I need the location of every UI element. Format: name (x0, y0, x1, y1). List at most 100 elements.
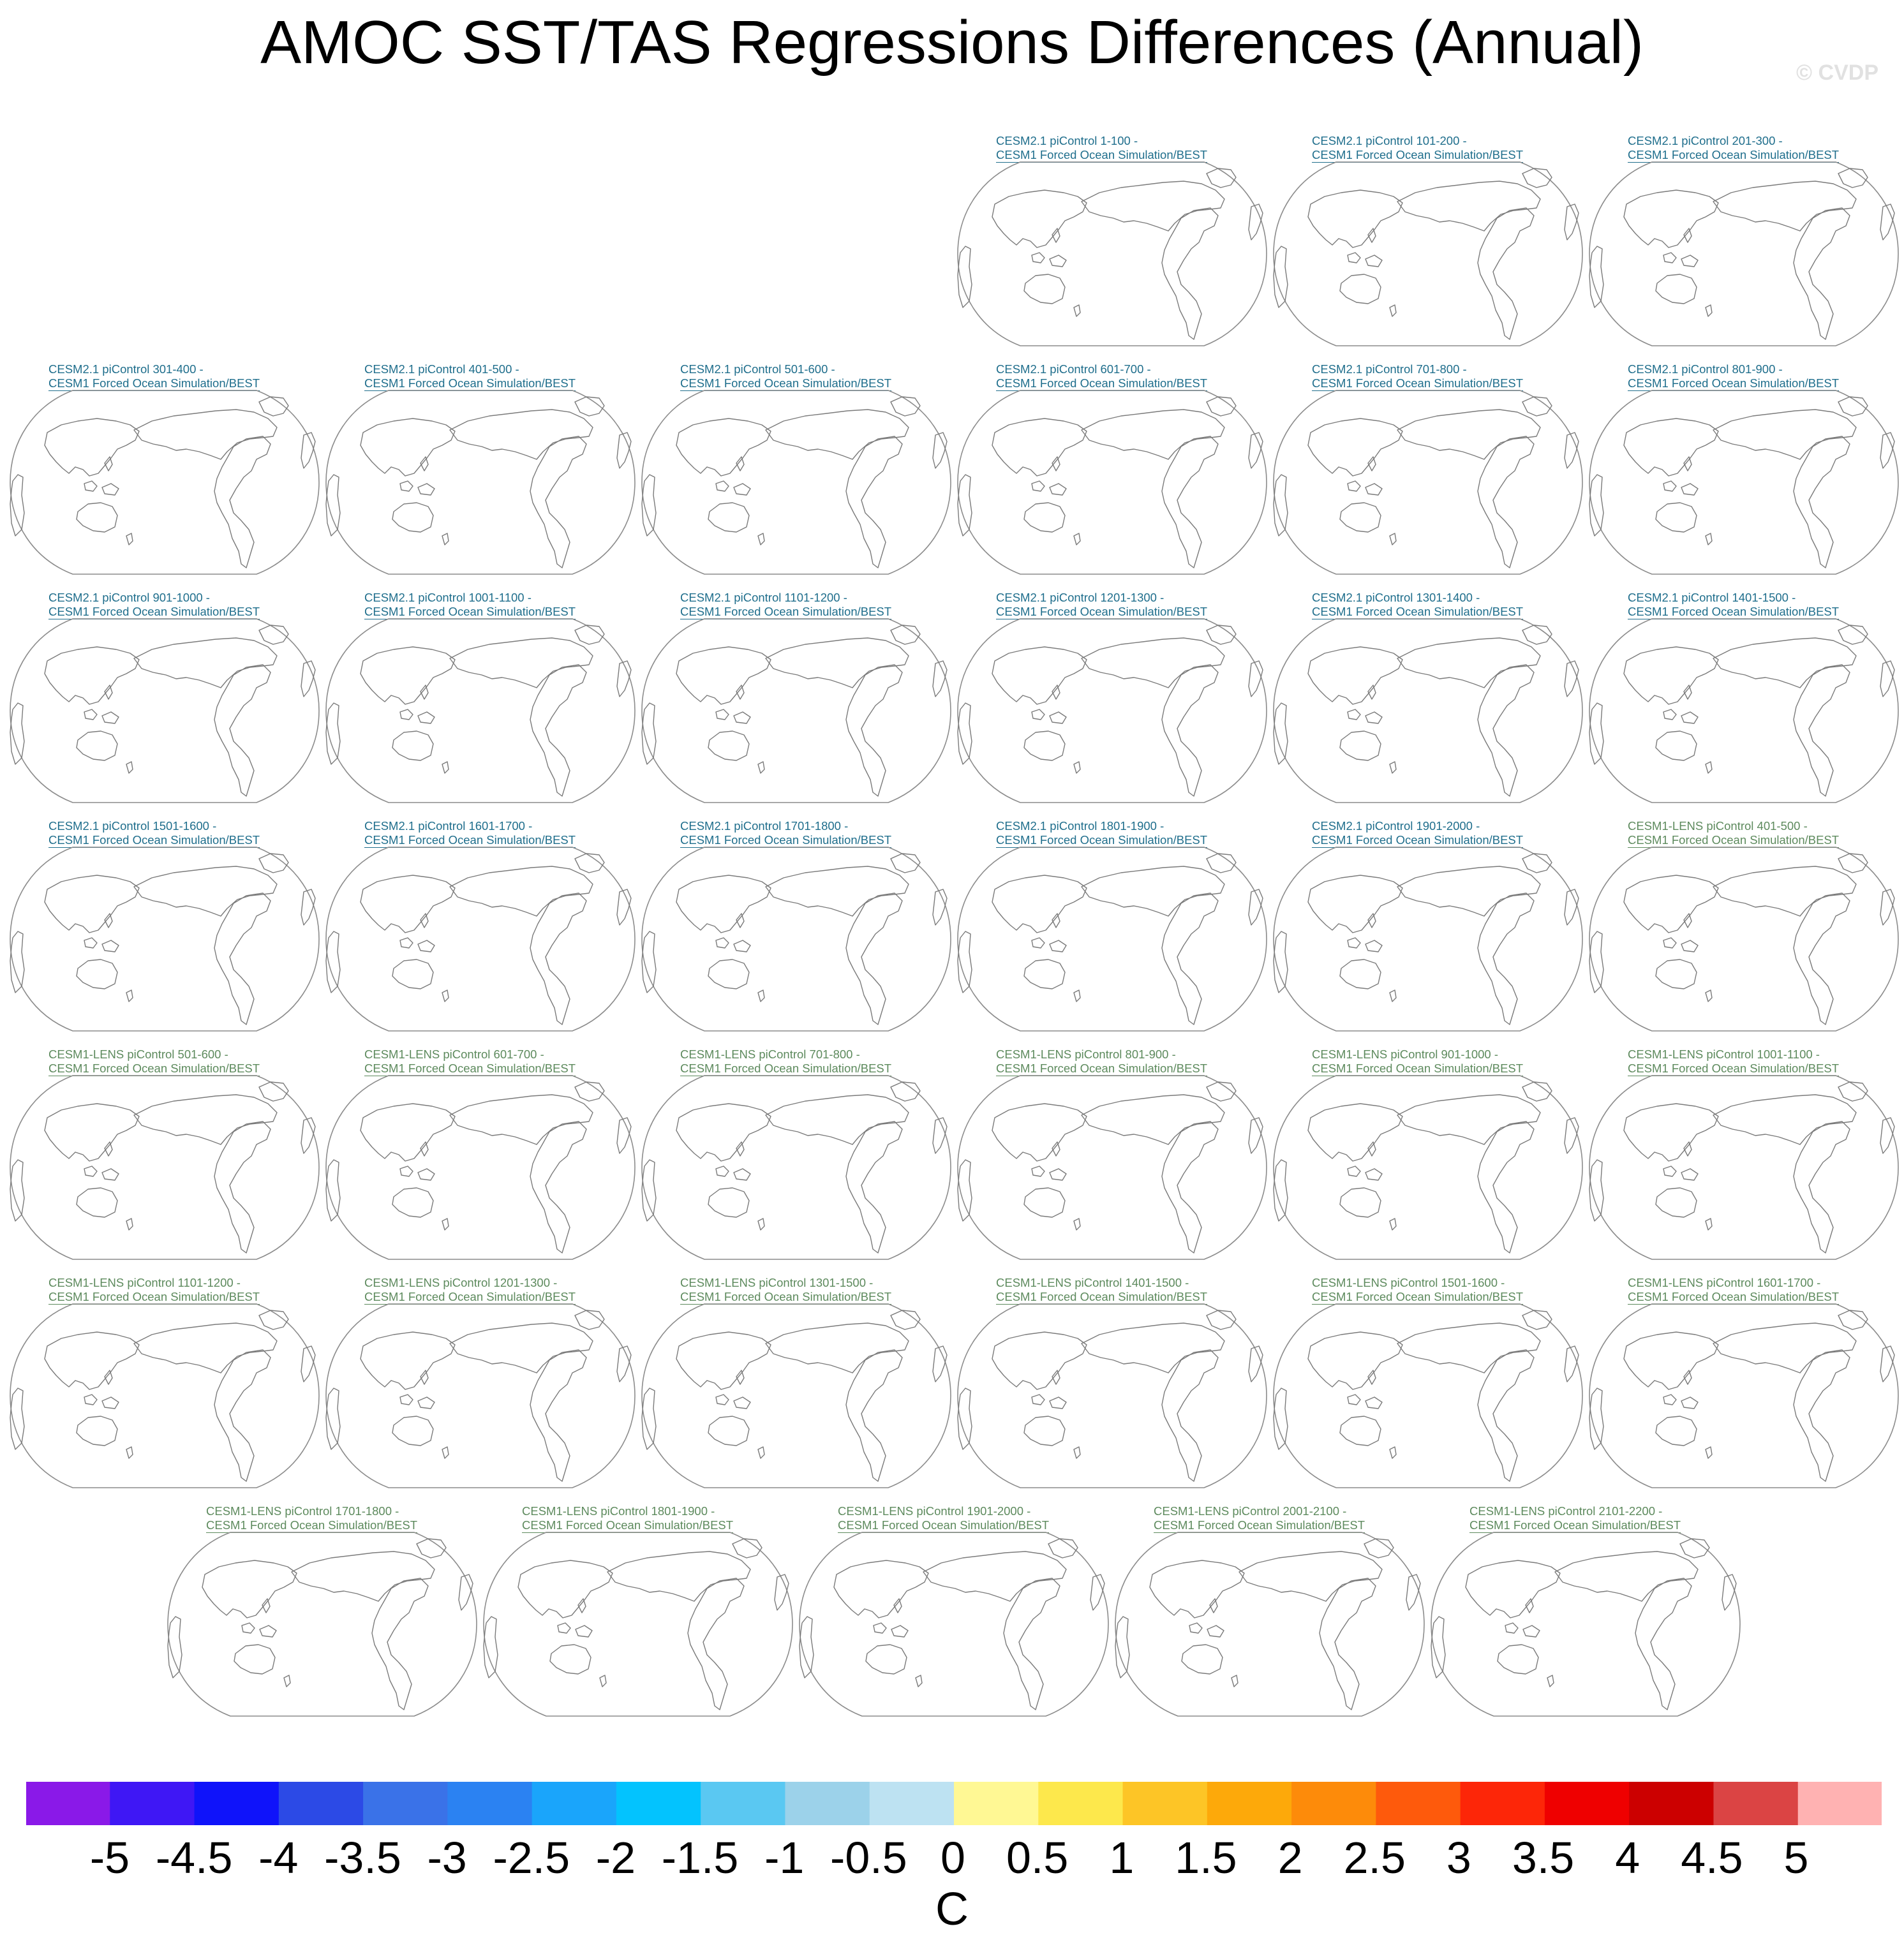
coastline (214, 892, 271, 1025)
coastline (1339, 730, 1381, 761)
panel-title-line1: CESM2.1 piControl 401-500 - (364, 362, 519, 376)
coastline (957, 246, 972, 308)
panel-title: CESM2.1 piControl 1-100 - CESM1 Forced Oc… (996, 134, 1208, 163)
coastline (890, 396, 921, 417)
coastline (641, 1388, 657, 1450)
coastline (1273, 246, 1288, 308)
coastline (442, 1218, 449, 1231)
coastline (1838, 1310, 1868, 1330)
coastline (1522, 625, 1552, 645)
coastline (1023, 1187, 1066, 1218)
coastline (449, 409, 593, 460)
map-panel: CESM1-LENS piControl 1001-1100 - CESM1 Fo… (1588, 1048, 1901, 1271)
coastline (1477, 207, 1535, 340)
world-map (167, 1532, 477, 1717)
coastline (577, 1598, 586, 1613)
map-panel: CESM1-LENS piControl 1101-1200 - CESM1 Fo… (9, 1276, 322, 1499)
coastline (76, 730, 118, 761)
coastline (1683, 1141, 1692, 1157)
coastline (1339, 274, 1381, 304)
panel-title: CESM2.1 piControl 101-200 - CESM1 Forced … (1312, 134, 1524, 163)
panel-title-line1: CESM2.1 piControl 101-200 - (1312, 134, 1467, 147)
world-map (1589, 618, 1899, 803)
coastline (133, 1094, 278, 1145)
coastline (1663, 709, 1677, 720)
coastline (1681, 483, 1699, 496)
world-map (10, 847, 320, 1032)
coastline (1397, 866, 1541, 917)
panel-title: CESM1-LENS piControl 1601-1700 - CESM1 Fo… (1628, 1276, 1840, 1305)
colorbar-tick-label: 1 (1109, 1833, 1134, 1883)
coastline (1522, 1310, 1552, 1330)
coastline (76, 1416, 118, 1446)
coastline (574, 625, 605, 645)
coastline (1181, 1644, 1223, 1675)
coastline (258, 396, 289, 417)
world-map (957, 847, 1267, 1032)
coastline (530, 892, 587, 1025)
coastline (1880, 889, 1895, 926)
map-panel: CESM1-LENS piControl 1201-1300 - CESM1 Fo… (325, 1276, 637, 1499)
coastline (1683, 228, 1692, 243)
map-boundary (1273, 1075, 1583, 1260)
panel-title: CESM2.1 piControl 701-800 - CESM1 Forced … (1312, 362, 1524, 391)
coastline (1339, 502, 1381, 533)
coastline (1031, 252, 1045, 263)
coastline (133, 409, 278, 460)
coastline (301, 1345, 316, 1382)
coastline (1655, 959, 1697, 989)
coastline (1206, 625, 1237, 645)
coastline (1522, 853, 1552, 873)
colorbar-tick-label: -1 (764, 1833, 805, 1883)
coastline (1149, 1560, 1245, 1618)
coastline (1722, 1574, 1737, 1611)
coastline (1705, 1218, 1713, 1231)
coastline (483, 1616, 498, 1678)
coastline (1023, 274, 1066, 304)
coastline (1713, 1094, 1857, 1145)
map-panel: CESM1-LENS piControl 501-600 - CESM1 Forc… (9, 1048, 322, 1271)
coastline (845, 664, 903, 797)
coastline (1564, 660, 1579, 697)
coastline (1081, 637, 1225, 688)
coastline (1564, 1117, 1579, 1154)
coastline (1554, 1551, 1699, 1602)
coastline (890, 853, 921, 873)
coastline (1655, 502, 1697, 533)
coastline (1319, 1578, 1376, 1710)
coastline (214, 436, 271, 568)
coastline (1248, 1117, 1263, 1154)
coastline (10, 1159, 25, 1222)
colorbar-bin (1460, 1781, 1545, 1826)
coastline (932, 889, 948, 926)
coastline (1339, 1416, 1381, 1446)
panel-title: CESM1-LENS piControl 701-800 - CESM1 Forc… (680, 1048, 892, 1076)
coastline (1713, 409, 1857, 460)
coastline (1705, 533, 1713, 545)
coastline (442, 761, 449, 774)
panel-title: CESM1-LENS piControl 1801-1900 - CESM1 Fo… (522, 1504, 734, 1533)
colorbar-bin (447, 1781, 533, 1826)
coastline (1248, 660, 1263, 697)
coastline (736, 456, 745, 471)
coastline (1623, 646, 1719, 705)
coastline (371, 1578, 429, 1710)
map-boundary (1273, 1303, 1583, 1488)
coastline (392, 730, 434, 761)
coastline (1389, 1218, 1397, 1231)
coastline (1073, 989, 1081, 1002)
colorbar-tick-label: 2.5 (1343, 1833, 1406, 1883)
colorbar-bin (869, 1781, 955, 1826)
coastline (1273, 1388, 1288, 1450)
colorbar-bin (616, 1781, 701, 1826)
coastline (733, 940, 751, 952)
coastline (360, 418, 456, 477)
world-map (641, 1075, 951, 1260)
panel-title-line1: CESM1-LENS piControl 1701-1800 - (206, 1504, 399, 1518)
map-panel: CESM2.1 piControl 1901-2000 - CESM1 Force… (1272, 819, 1585, 1042)
panel-title: CESM2.1 piControl 1701-1800 - CESM1 Force… (680, 819, 892, 848)
coastline (1681, 711, 1699, 724)
map-boundary (1589, 1303, 1899, 1488)
map-panel: CESM1-LENS piControl 1401-1500 - CESM1 Fo… (956, 1276, 1269, 1499)
coastline (923, 1551, 1067, 1602)
